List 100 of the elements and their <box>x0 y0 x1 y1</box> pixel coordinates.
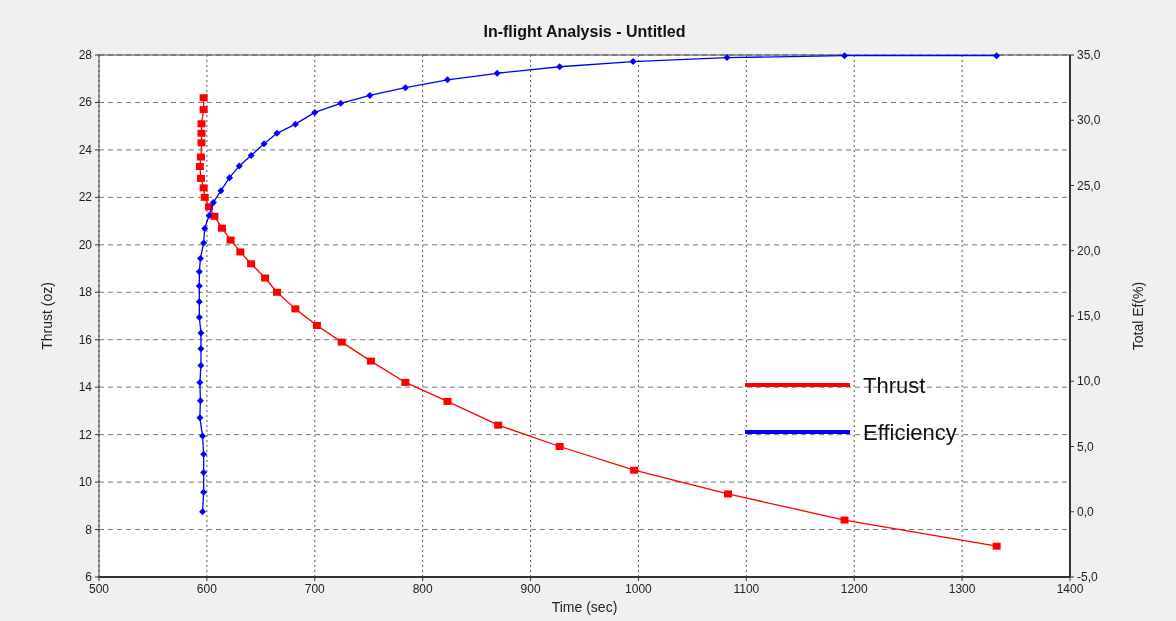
y-tick-label: 18 <box>78 285 93 300</box>
point <box>494 421 503 429</box>
point <box>196 174 205 182</box>
point <box>200 469 208 477</box>
point <box>209 198 217 206</box>
y-tick-label: 20 <box>78 237 93 252</box>
point <box>199 508 207 516</box>
point <box>201 225 209 233</box>
y2-tick-label: 35,0 <box>1077 48 1101 62</box>
x-tick-label: 700 <box>304 582 326 596</box>
point <box>195 282 203 290</box>
point <box>196 414 204 422</box>
y-tick-label: 14 <box>78 380 93 395</box>
y2-tick-label: 30,0 <box>1077 113 1101 128</box>
point <box>273 129 281 137</box>
y-tick-label: 8 <box>85 522 93 537</box>
y-tick-label: 22 <box>78 190 93 205</box>
y2-tick-label: 15,0 <box>1077 309 1101 323</box>
point <box>200 450 208 458</box>
y2-tick-label: -5,0 <box>1077 570 1098 584</box>
point <box>723 54 731 62</box>
x-tick-label: 600 <box>196 582 218 596</box>
point <box>291 120 299 128</box>
point <box>200 239 208 247</box>
point <box>337 99 345 107</box>
point <box>723 490 732 498</box>
point <box>992 542 1001 550</box>
point <box>196 397 204 405</box>
point <box>226 174 234 182</box>
point <box>401 84 409 92</box>
y-tick-label: 26 <box>78 95 93 110</box>
point <box>401 378 410 386</box>
point <box>556 63 564 71</box>
x-tick-label: 1300 <box>948 582 976 596</box>
point <box>840 516 849 524</box>
legend-label: Thrust <box>863 373 926 398</box>
point <box>235 162 243 170</box>
point <box>630 466 639 474</box>
point <box>196 255 204 263</box>
point <box>312 321 321 329</box>
x-tick-label: 1100 <box>733 582 760 596</box>
x-tick-label: 800 <box>412 582 433 596</box>
y-tick-label: 12 <box>78 427 93 442</box>
point <box>226 236 235 244</box>
point <box>337 338 346 346</box>
point <box>247 151 255 159</box>
x-tick-label: 1000 <box>625 582 653 596</box>
y2-tick-label: 0,0 <box>1077 504 1095 519</box>
point <box>273 288 282 296</box>
y2-tick-label: 5,0 <box>1077 439 1095 454</box>
point <box>197 129 206 137</box>
point <box>197 120 206 128</box>
y-tick-label: 16 <box>78 332 93 347</box>
point <box>311 108 319 116</box>
point <box>993 52 1001 60</box>
y-tick-label: 6 <box>85 570 93 584</box>
x-axis-title: Time (sec) <box>551 599 618 615</box>
point <box>291 305 300 313</box>
point <box>199 106 208 114</box>
y2-tick-label: 10,0 <box>1077 374 1101 389</box>
point <box>195 268 203 276</box>
y2-axis-title: Total Ef(%) <box>1130 281 1146 351</box>
point <box>236 248 245 256</box>
x-tick-label: 500 <box>88 582 110 596</box>
y-tick-label: 28 <box>78 48 93 62</box>
point <box>493 69 501 77</box>
point <box>217 224 226 232</box>
point <box>200 193 209 201</box>
point <box>205 212 213 220</box>
point <box>366 357 375 365</box>
y-tick-label: 10 <box>78 475 93 490</box>
point <box>197 362 205 370</box>
point <box>199 184 208 192</box>
point <box>555 443 564 450</box>
point <box>195 313 203 321</box>
point <box>443 76 451 84</box>
point <box>195 298 203 306</box>
point <box>261 274 270 282</box>
point <box>196 153 205 161</box>
point <box>195 163 204 171</box>
y2-tick-label: 20,0 <box>1077 243 1101 258</box>
point <box>217 187 225 195</box>
point <box>260 140 268 148</box>
point <box>197 139 206 147</box>
x-tick-label: 900 <box>520 582 541 596</box>
y2-tick-label: 25,0 <box>1077 178 1101 193</box>
point <box>199 432 207 440</box>
point <box>200 488 208 496</box>
x-tick-label: 1200 <box>840 582 868 596</box>
x-tick-label: 1400 <box>1056 582 1084 596</box>
legend-label: Efficiency <box>863 420 957 445</box>
point <box>366 91 374 99</box>
chart-title: In-flight Analysis - Untitled <box>483 23 686 40</box>
y-axis-title: Thrust (oz) <box>39 282 55 350</box>
y-tick-label: 24 <box>78 142 93 157</box>
point <box>841 52 849 60</box>
point <box>197 345 205 353</box>
point <box>197 329 205 337</box>
point <box>247 260 256 268</box>
point <box>443 397 452 405</box>
